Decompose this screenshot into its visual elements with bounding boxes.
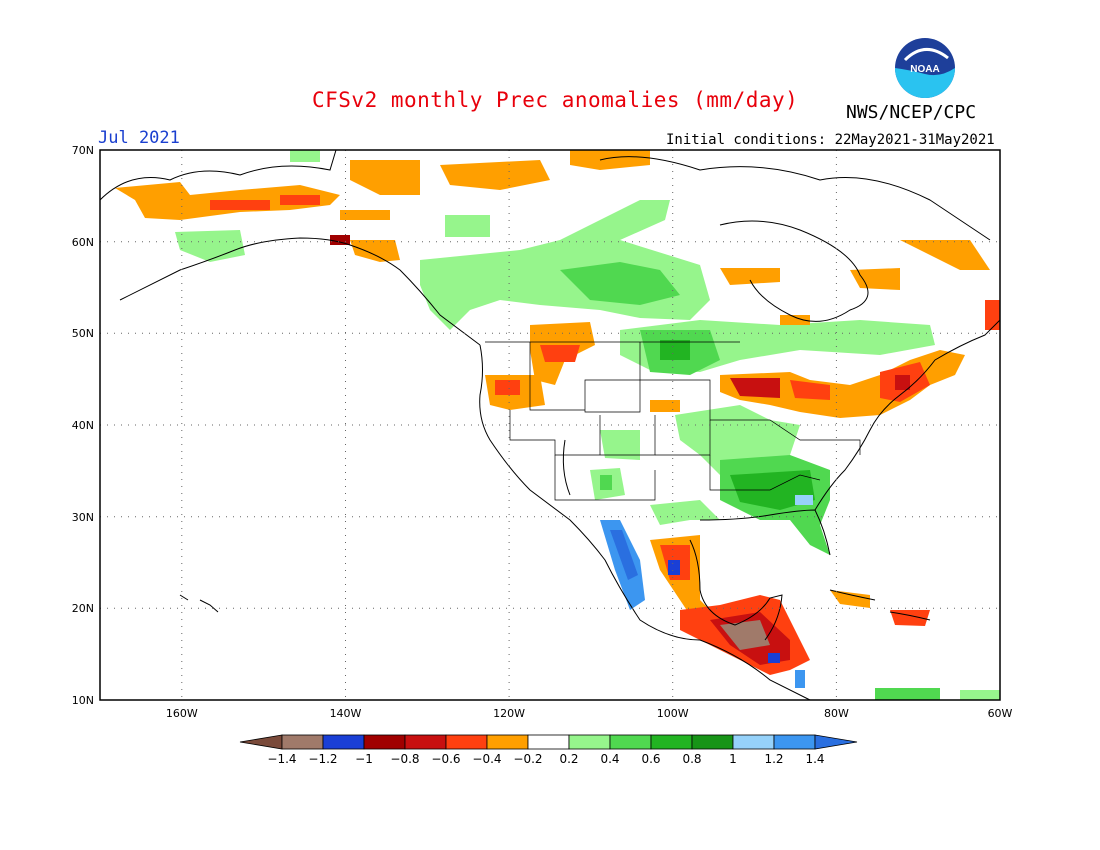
central-america-brown [720, 620, 770, 650]
alaska-deep-orange [210, 200, 270, 210]
colorbar-swatch [404, 734, 447, 750]
lon-label: 120W [493, 707, 525, 720]
colorbar-tick-label: −0.2 [513, 752, 542, 766]
colorbar-swatch [568, 734, 611, 750]
coastlines [99, 149, 1001, 701]
colorbar-tick-label: −1 [355, 752, 373, 766]
colorbar-tick-label: 1.4 [805, 752, 824, 766]
colorbar-tick-label: −0.4 [472, 752, 501, 766]
colorbar-swatch [486, 734, 529, 750]
organization-label: NWS/NCEP/CPC [846, 102, 977, 123]
lat-label: 10N [72, 694, 94, 707]
lon-label: 160W [166, 707, 198, 720]
mexico-blue [600, 520, 645, 610]
lat-label: 50N [72, 327, 94, 340]
colorbar: −1.4 −1.2 −1 −0.8 −0.6 −0.4 −0.2 0.2 0.4 0.6 0.8 1 1… [239, 734, 858, 766]
lat-label: 30N [72, 511, 94, 524]
lon-label: 60W [988, 707, 1013, 720]
noaa-logo-text: NOAA [910, 64, 939, 75]
colorbar-swatch [650, 734, 693, 750]
map-frame [99, 149, 1001, 701]
lat-label: 70N [72, 144, 94, 157]
state-borders [485, 341, 861, 501]
map-title: CFSv2 monthly Prec anomalies (mm/day) [312, 88, 799, 112]
lon-label: 80W [824, 707, 849, 720]
colorbar-tick-label: 0.2 [559, 752, 578, 766]
lon-label: 140W [330, 707, 362, 720]
graticule [100, 150, 1000, 700]
colorbar-tick-label: 0.6 [641, 752, 660, 766]
colorbar-tick-label: −1.2 [308, 752, 337, 766]
colorbar-tick-label: 1.2 [764, 752, 783, 766]
noaa-logo: NOAA [895, 38, 955, 98]
alaska-green [175, 230, 245, 262]
colorbar-tick-label: −0.6 [431, 752, 460, 766]
lat-label: 20N [72, 602, 94, 615]
initial-conditions-label: Initial conditions: 22May2021-31May2021 [666, 132, 995, 148]
colorbar-swatch [732, 734, 775, 750]
great-lakes-red [730, 378, 780, 398]
colorbar-right-arrow [814, 734, 858, 750]
lat-label: 40N [72, 419, 94, 432]
lon-label: 100W [657, 707, 689, 720]
colorbar-swatch [322, 734, 365, 750]
colorbar-swatch [609, 734, 652, 750]
latitude-axis: 70N 60N 50N 40N 30N 20N 10N [72, 144, 94, 707]
colorbar-tick-label: 0.8 [682, 752, 701, 766]
colorbar-swatch [281, 734, 324, 750]
lat-label: 60N [72, 236, 94, 249]
colorbar-swatch [527, 734, 570, 750]
colorbar-swatch [691, 734, 734, 750]
colorbar-swatch [445, 734, 488, 750]
colorbar-tick-label: −0.8 [390, 752, 419, 766]
colorbar-tick-label: 1 [729, 752, 737, 766]
colorbar-swatch [363, 734, 406, 750]
longitude-axis: 160W 140W 120W 100W 80W 60W [166, 707, 1013, 720]
colorbar-tick-label: 0.4 [600, 752, 619, 766]
colorbar-tick-label: −1.4 [267, 752, 296, 766]
colorbar-swatch [773, 734, 816, 750]
colorbar-left-arrow [239, 734, 283, 750]
month-label: Jul 2021 [98, 128, 180, 148]
